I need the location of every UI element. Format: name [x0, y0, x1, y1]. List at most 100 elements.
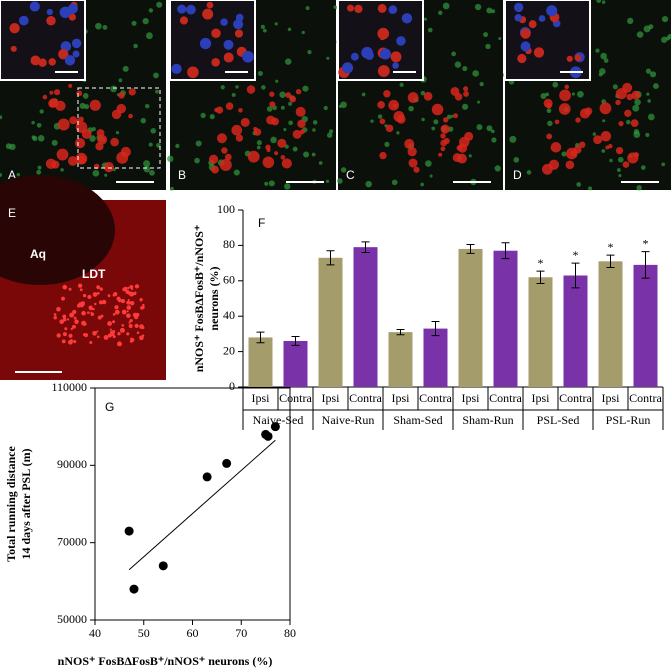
cell [468, 154, 472, 158]
neuron [408, 158, 418, 168]
cell [120, 298, 126, 304]
neuron [407, 92, 419, 103]
neuron [388, 99, 400, 111]
cell [68, 333, 73, 338]
neuron [231, 124, 243, 136]
nucleus [220, 18, 228, 26]
cell [82, 301, 85, 304]
cell [377, 114, 383, 119]
cell [117, 341, 122, 347]
neuron [56, 148, 69, 161]
x-tick-label: Contra [279, 391, 312, 405]
neuron [463, 90, 469, 97]
cell [74, 319, 79, 324]
cell [78, 302, 82, 306]
neuron [216, 133, 227, 144]
cell [126, 305, 132, 310]
cell [325, 179, 330, 184]
cell [420, 182, 424, 187]
neuron [383, 90, 391, 98]
cell [547, 120, 553, 127]
nucleus [185, 4, 196, 15]
cell [399, 82, 404, 87]
neuron [89, 99, 101, 111]
cell [326, 56, 330, 60]
cell [62, 284, 68, 290]
cell [486, 125, 493, 132]
x-tick-label: 60 [187, 626, 199, 640]
nucleus [46, 15, 56, 26]
cell [140, 117, 147, 124]
neuron [423, 91, 433, 101]
neuron [111, 109, 122, 120]
cell [153, 72, 159, 79]
x-group-label: Naive-Run [322, 413, 375, 427]
neuron [42, 94, 48, 100]
cell [425, 160, 432, 167]
cell [220, 85, 225, 90]
cell [83, 333, 89, 338]
cell [429, 174, 433, 178]
neuron [49, 90, 54, 95]
point [263, 431, 273, 441]
y-tick-label: 70000 [57, 534, 87, 548]
nucleus [202, 8, 214, 20]
error-bar [501, 242, 510, 260]
cell [408, 105, 414, 112]
neuron [110, 137, 119, 147]
cell [31, 135, 36, 140]
neuron [440, 133, 446, 139]
nucleus [361, 46, 373, 59]
neuron [55, 100, 66, 112]
neuron [541, 163, 553, 175]
neuron [546, 133, 553, 140]
bar [283, 340, 308, 387]
cell [133, 291, 137, 296]
cell [92, 307, 95, 311]
cell [82, 293, 87, 298]
cell [649, 71, 657, 78]
cell [118, 78, 123, 83]
cell [200, 112, 206, 119]
cell [134, 323, 139, 328]
cell [194, 157, 200, 164]
neuron [545, 102, 552, 109]
neuron [593, 135, 603, 145]
cell [149, 170, 155, 176]
error-bar [641, 251, 650, 279]
cell [274, 22, 278, 26]
cell [89, 135, 96, 142]
cell [129, 291, 135, 297]
cell [462, 65, 468, 72]
neuron [559, 89, 571, 102]
x-group-label: Sham-Run [462, 413, 513, 427]
neuron [271, 117, 279, 126]
nucleus [379, 48, 391, 60]
x-group-label: Sham-Sed [393, 413, 442, 427]
cell [653, 83, 659, 90]
cell [302, 85, 309, 92]
cell [472, 70, 479, 77]
neuron [440, 139, 448, 147]
neuron [407, 147, 417, 157]
y-tick-label: 20 [223, 343, 235, 357]
nucleus [179, 16, 189, 25]
cell [256, 140, 262, 146]
cell [627, 17, 634, 25]
neuron [118, 92, 125, 99]
cell [305, 6, 310, 11]
nucleus [401, 13, 413, 24]
neuron [295, 88, 302, 95]
cell [60, 168, 64, 172]
cell [92, 169, 100, 177]
error-bar [361, 241, 370, 253]
cell [626, 119, 631, 125]
cell [280, 105, 285, 110]
nucleus [29, 1, 40, 12]
cell [66, 318, 70, 321]
cell [195, 140, 202, 147]
cell [69, 312, 75, 318]
cell [451, 51, 457, 57]
nucleus [30, 55, 41, 66]
cell [602, 119, 606, 123]
